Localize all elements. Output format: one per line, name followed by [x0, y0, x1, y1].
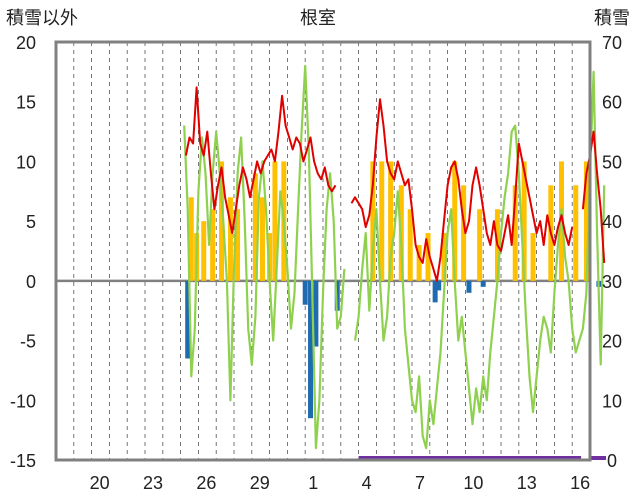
right-tick-label: 50: [602, 152, 622, 172]
left-tick-label: 10: [16, 152, 36, 172]
bar-orange: [416, 245, 422, 281]
bar-blue: [313, 280, 319, 347]
right-tick-label: 40: [602, 212, 622, 232]
x-tick-label: 29: [250, 473, 270, 493]
right-tick-label: 0: [607, 451, 617, 471]
bar-blue: [436, 280, 442, 291]
plot-frame: [54, 40, 592, 462]
right-tick-label: 20: [602, 332, 622, 352]
left-tick-label: 15: [16, 93, 36, 113]
left-tick-label: 0: [26, 272, 36, 292]
right-axis-title: 積雪: [594, 8, 630, 28]
bar-orange: [210, 209, 216, 281]
left-tick-label: 5: [26, 212, 36, 232]
bar-orange: [201, 221, 207, 281]
left-tick-label: 20: [16, 33, 36, 53]
bar-orange: [188, 197, 194, 281]
x-tick-label: 7: [415, 473, 425, 493]
bar-orange: [452, 161, 458, 281]
x-tick-label: 16: [570, 473, 590, 493]
bar-orange: [227, 197, 233, 281]
line-red: [184, 86, 337, 235]
line-red: [350, 98, 574, 282]
right-tick-label: 70: [602, 33, 622, 53]
line-green: [183, 64, 346, 450]
chart-title: 根室: [300, 8, 336, 28]
left-tick-label: -5: [20, 332, 36, 352]
bar-orange: [370, 161, 376, 281]
bar-orange: [252, 173, 258, 281]
bar-orange: [512, 185, 518, 281]
series-purple-bars: [358, 456, 607, 460]
right-axis-ticks: 70 60 50 40 30 20 10 0: [602, 33, 622, 471]
x-tick-label: 23: [143, 473, 163, 493]
bar-orange: [521, 161, 527, 281]
bar-blue: [432, 280, 438, 303]
bar-orange: [441, 233, 447, 281]
left-tick-label: -10: [10, 391, 36, 411]
bar-orange: [219, 161, 225, 281]
bar-orange: [259, 197, 265, 281]
x-tick-label: 13: [517, 473, 537, 493]
series-orange-bars: [188, 161, 589, 281]
bar-blue: [308, 280, 314, 419]
bar-orange: [388, 161, 394, 281]
right-tick-label: 60: [602, 93, 622, 113]
bar-orange: [267, 233, 273, 281]
bar-blue: [185, 280, 191, 359]
series-red-line: [184, 86, 606, 282]
left-axis-title: 積雪以外: [6, 8, 78, 28]
bar-orange: [583, 161, 589, 281]
right-tick-label: 30: [602, 272, 622, 292]
bar-blue: [480, 280, 486, 287]
bar-blue: [334, 280, 340, 311]
bar-orange: [477, 209, 483, 281]
x-axis-ticks: 20 23 26 29 1 4 7 10 13 16: [90, 473, 591, 493]
bar-purple: [590, 456, 607, 460]
bar-orange: [235, 209, 241, 281]
bar-orange: [461, 185, 467, 281]
bar-blue: [302, 280, 308, 305]
x-tick-label: 1: [308, 473, 318, 493]
right-tick-label: 10: [602, 391, 622, 411]
bar-orange: [379, 161, 385, 281]
bar-orange: [530, 233, 536, 281]
bar-blue: [466, 280, 472, 293]
bar-orange: [272, 161, 278, 281]
bar-orange: [573, 185, 579, 281]
left-axis-ticks: 20 15 10 5 0 -5 -10 -15: [10, 33, 36, 471]
x-tick-label: 4: [362, 473, 372, 493]
left-tick-label: -15: [10, 451, 36, 471]
bar-orange: [407, 209, 413, 281]
bar-orange: [425, 233, 431, 281]
bar-purple: [358, 456, 582, 460]
x-tick-label: 26: [196, 473, 216, 493]
line-red: [581, 130, 606, 263]
x-tick-label: 10: [463, 473, 483, 493]
x-tick-label: 20: [90, 473, 110, 493]
